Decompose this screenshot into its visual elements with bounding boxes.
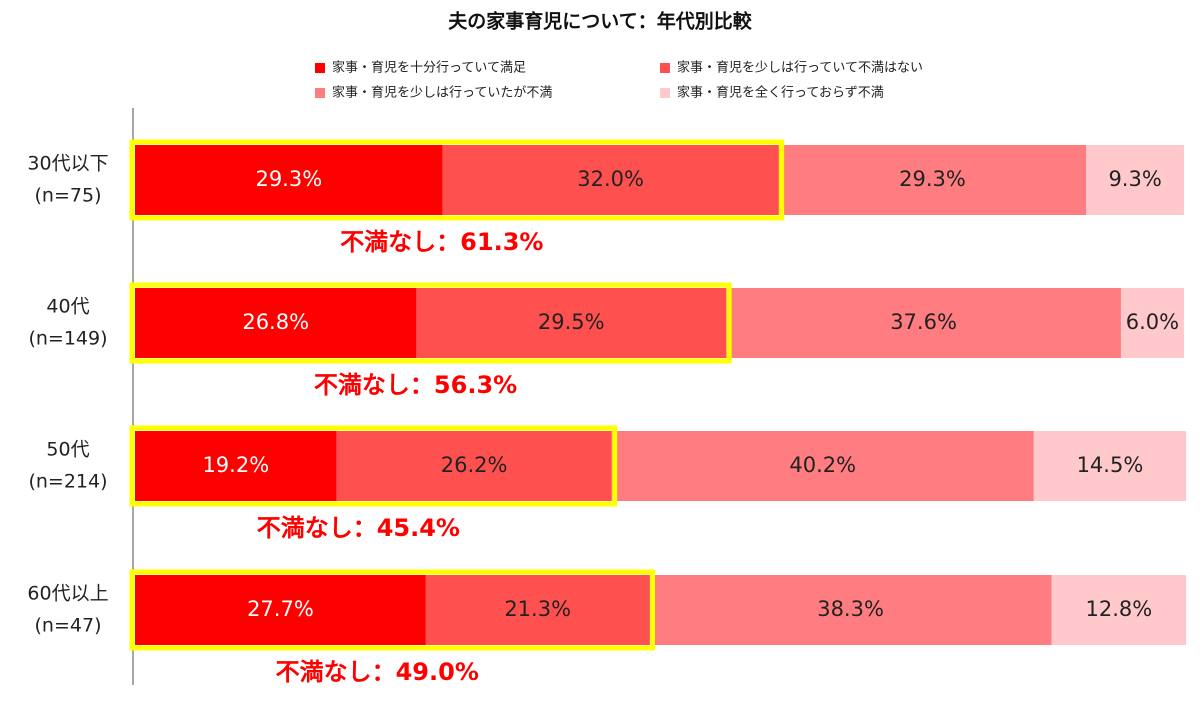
bar-segment — [1086, 145, 1184, 215]
annotation: 不満なし：49.0% — [276, 658, 479, 686]
legend-swatch — [315, 88, 325, 98]
bar-segment — [649, 575, 1052, 645]
bar-segment — [778, 145, 1087, 215]
value-label: 37.6% — [890, 310, 957, 334]
category-label: 50代 — [46, 439, 89, 461]
annotation: 不満なし：45.4% — [257, 514, 460, 542]
value-label: 14.5% — [1077, 453, 1144, 477]
legend-swatch — [660, 88, 670, 98]
value-label: 38.3% — [817, 597, 884, 621]
value-label: 9.3% — [1108, 167, 1161, 191]
category-note: (n=214) — [28, 471, 107, 493]
highlight-box — [129, 425, 618, 507]
bar-segment — [135, 575, 426, 645]
category-label: 60代以上 — [27, 583, 108, 605]
highlight-box — [129, 139, 785, 221]
bar-segment — [425, 575, 650, 645]
category-label: 40代 — [46, 296, 89, 318]
value-label: 40.2% — [789, 453, 856, 477]
value-label: 32.0% — [577, 167, 644, 191]
annotation: 不満なし：61.3% — [340, 228, 543, 256]
bar-segment — [1033, 431, 1187, 501]
bar-segment — [1051, 575, 1187, 645]
bar-segment — [416, 288, 727, 358]
legend-label: 家事・育児を十分行っていて満足 — [332, 60, 526, 76]
bar-segment — [1120, 288, 1184, 358]
highlight-box — [129, 569, 655, 651]
annotation: 不満なし：56.3% — [314, 371, 517, 399]
category-note: (n=75) — [35, 185, 102, 207]
chart-title: 夫の家事育児について：年代別比較 — [448, 10, 752, 33]
legend-swatch — [660, 63, 670, 73]
value-label: 26.2% — [441, 453, 508, 477]
value-label: 21.3% — [504, 597, 571, 621]
category-label: 30代以下 — [27, 153, 108, 175]
value-label: 29.3% — [255, 167, 322, 191]
value-label: 19.2% — [202, 453, 269, 477]
value-label: 29.5% — [538, 310, 605, 334]
bar-segment — [135, 288, 417, 358]
value-label: 29.3% — [899, 167, 966, 191]
category-note: (n=149) — [28, 328, 107, 350]
legend-swatch — [315, 63, 325, 73]
value-label: 27.7% — [247, 597, 314, 621]
legend-label: 家事・育児を全く行っておらず不満 — [677, 85, 884, 101]
bar-segment — [442, 145, 779, 215]
bar-segment — [336, 431, 612, 501]
bar-segment — [135, 145, 443, 215]
legend-label: 家事・育児を少しは行っていたが不満 — [332, 85, 552, 101]
bar-segment — [611, 431, 1034, 501]
value-label: 12.8% — [1085, 597, 1152, 621]
value-label: 26.8% — [242, 310, 309, 334]
bar-segment — [135, 431, 337, 501]
category-note: (n=47) — [35, 615, 102, 637]
highlight-box — [129, 282, 732, 364]
bar-segment — [726, 288, 1121, 358]
value-label: 6.0% — [1126, 310, 1179, 334]
legend-label: 家事・育児を少しは行っていて不満はない — [677, 60, 923, 76]
